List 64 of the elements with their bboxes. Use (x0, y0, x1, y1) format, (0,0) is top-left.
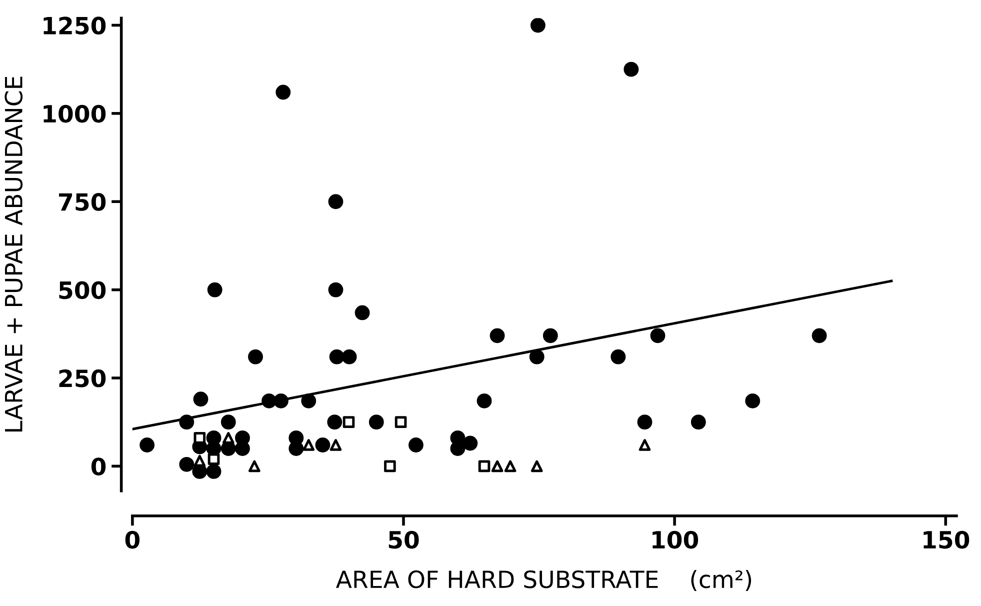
x-tick-label: 100 (652, 530, 698, 549)
point (450, 441, 466, 456)
y-tick-label: 0 (91, 458, 106, 476)
point (274, 393, 288, 408)
point (462, 436, 478, 451)
point (624, 62, 639, 77)
point (206, 464, 222, 479)
point (342, 349, 357, 364)
point (248, 349, 263, 364)
point (490, 328, 505, 344)
point (408, 438, 424, 452)
y-tick-label: 1000 (44, 104, 106, 123)
point (529, 349, 544, 364)
point (193, 392, 208, 407)
point (179, 414, 194, 430)
x-tick-label: 0 (125, 530, 140, 549)
point (220, 414, 236, 430)
point (276, 84, 291, 100)
x-tick-label: 150 (924, 530, 970, 549)
point (650, 328, 666, 344)
point (368, 414, 384, 430)
point (354, 305, 370, 320)
point (140, 438, 155, 452)
point (235, 441, 250, 456)
point (476, 393, 492, 408)
point (194, 454, 206, 467)
y-tick-label: 500 (59, 281, 106, 300)
point (315, 438, 330, 452)
x-axis-title: AREA OF HARD SUBSTRATE (cm²) (336, 570, 752, 592)
y-tick-label: 250 (59, 369, 106, 388)
point (504, 460, 516, 472)
point (328, 194, 344, 210)
point (812, 328, 827, 344)
point (491, 460, 504, 472)
point (207, 282, 222, 298)
point (328, 282, 344, 298)
point (542, 328, 558, 344)
point (179, 456, 194, 472)
point (329, 349, 344, 364)
point (638, 439, 651, 451)
point (690, 414, 706, 430)
point (222, 432, 234, 444)
y-tick-label: 750 (59, 193, 106, 211)
point (745, 393, 760, 408)
point (610, 349, 626, 364)
point (478, 460, 490, 472)
point (530, 18, 546, 33)
point (394, 416, 407, 428)
point (248, 460, 260, 472)
point (384, 460, 396, 472)
y-tick-label: 1250 (44, 16, 106, 35)
x-tick-label: 50 (388, 530, 419, 549)
point (342, 416, 355, 428)
point (637, 414, 652, 430)
point (302, 439, 315, 451)
point (327, 414, 342, 430)
point (301, 393, 316, 408)
point (262, 393, 277, 408)
point (288, 441, 304, 456)
point (530, 460, 543, 472)
y-axis-title: LARVAE + PUPAE ABUNDANCE (4, 76, 23, 432)
point (330, 439, 342, 451)
point (208, 453, 220, 466)
point (194, 432, 206, 444)
